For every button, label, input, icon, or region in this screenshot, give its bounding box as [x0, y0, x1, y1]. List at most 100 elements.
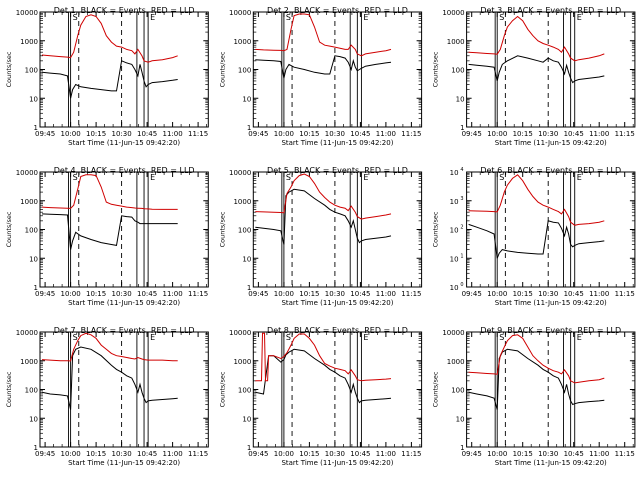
y-tick-label: 1	[460, 444, 464, 452]
interval-marker-label: E	[150, 173, 155, 182]
interval-marker-label: E	[150, 13, 155, 22]
x-tick-label: 10:30	[112, 290, 132, 298]
plot-frame	[466, 331, 636, 448]
x-tick-label: 09:45	[248, 130, 268, 138]
y-tick-label: 100	[238, 67, 251, 75]
x-tick-label: 11:00	[163, 450, 183, 458]
y-axis-label: Counts/sec	[218, 371, 226, 407]
x-tick-label: 11:00	[376, 450, 396, 458]
series-line-lld	[468, 15, 605, 62]
panel-title: Det 4, BLACK = Events, RED = LLD	[54, 166, 195, 175]
series-line-lld	[41, 332, 178, 362]
x-tick-label: 11:15	[615, 450, 635, 458]
y-tick-label: 100	[25, 227, 38, 235]
x-tick-label: 10:00	[487, 450, 507, 458]
plot-frame	[252, 11, 423, 128]
x-tick-label: 11:15	[188, 290, 208, 298]
y-tick-label: 100	[451, 387, 464, 395]
x-axis-label: Start Time (11-Jun-15 09:42:20)	[68, 139, 180, 147]
y-axis-label: Counts/sec	[218, 51, 226, 87]
panel-title: Det 6, BLACK = Events, RED = LLD	[480, 166, 621, 175]
x-tick-label: 10:15	[513, 130, 533, 138]
y-tick-label: 100	[238, 387, 251, 395]
y-tick-label: 10000	[16, 169, 38, 177]
detector-panel-9: Det 9, BLACK = Events, RED = LLD 1 10 100 10…	[432, 326, 636, 467]
x-tick-label: 10:30	[538, 450, 558, 458]
x-tick-label: 10:30	[325, 290, 345, 298]
x-tick-label: 11:00	[376, 290, 396, 298]
y-tick-label: 10	[242, 255, 251, 263]
y-tick-label: 100	[238, 227, 251, 235]
y-axis-label: Counts/sec	[5, 51, 13, 87]
interval-marker-label: E	[577, 13, 582, 22]
series-line-events	[255, 348, 392, 404]
y-tick-label: 10	[242, 415, 251, 423]
x-tick-label: 11:00	[589, 130, 609, 138]
x-axis-label: Start Time (11-Jun-15 09:42:20)	[68, 459, 180, 467]
detector-panel-1: Det 1, BLACK = Events, RED = LLD 1 10 100 10…	[5, 6, 209, 147]
series-line-events	[41, 60, 178, 99]
y-tick-exponent: 0	[460, 282, 463, 288]
y-tick-label: 1000	[20, 38, 38, 46]
y-tick-label: 10	[29, 415, 38, 423]
panel-title: Det 1, BLACK = Events, RED = LLD	[54, 6, 195, 15]
x-tick-label: 10:15	[299, 450, 319, 458]
series-line-lld	[255, 13, 392, 57]
x-tick-label: 10:15	[299, 130, 319, 138]
x-tick-label: 10:30	[112, 130, 132, 138]
y-axis-label: Counts/sec	[432, 51, 440, 87]
x-tick-label: 09:45	[35, 290, 55, 298]
x-tick-label: 10:30	[325, 130, 345, 138]
x-tick-label: 11:00	[589, 450, 609, 458]
y-axis-label: Counts/sec	[432, 211, 440, 247]
x-tick-label: 09:45	[248, 450, 268, 458]
x-tick-label: 11:00	[163, 290, 183, 298]
plot-frame	[39, 331, 209, 448]
interval-marker-label: S	[499, 13, 504, 22]
series-line-lld	[41, 14, 178, 63]
interval-marker-label: S	[286, 13, 291, 22]
y-tick-label: 10	[450, 169, 459, 177]
series-line-lld	[468, 174, 605, 226]
plot-frame	[466, 171, 636, 288]
x-tick-label: 10:45	[350, 130, 370, 138]
detector-panel-7: Det 7, BLACK = Events, RED = LLD 1 10 100 10…	[5, 326, 209, 467]
y-tick-label: 10000	[229, 329, 251, 337]
x-axis-label: Start Time (11-Jun-15 09:42:20)	[281, 299, 393, 307]
x-tick-label: 11:15	[401, 130, 421, 138]
y-tick-label: 1	[460, 124, 464, 132]
series-line-lld	[468, 334, 605, 384]
y-tick-label: 1000	[20, 198, 38, 206]
y-tick-label: 10000	[16, 329, 38, 337]
x-tick-label: 09:45	[462, 130, 482, 138]
interval-marker-label: E	[363, 333, 368, 342]
x-tick-label: 10:45	[564, 450, 584, 458]
series-line-events	[255, 55, 392, 79]
x-tick-label: 10:00	[61, 450, 81, 458]
y-tick-label: 1000	[447, 38, 465, 46]
interval-marker-label: S	[73, 173, 78, 182]
y-tick-label: 10000	[16, 9, 38, 17]
detector-panel-5: Det 5, BLACK = Events, RED = LLD 1 10 100 10…	[218, 166, 423, 307]
y-axis-label: Counts/sec	[218, 211, 226, 247]
y-tick-label: 10	[450, 227, 459, 235]
x-tick-label: 10:45	[350, 290, 370, 298]
interval-marker-label: S	[286, 333, 291, 342]
x-tick-label: 09:45	[462, 450, 482, 458]
x-axis-label: Start Time (11-Jun-15 09:42:20)	[495, 299, 607, 307]
interval-marker-label: E	[577, 173, 582, 182]
detector-panel-4: Det 4, BLACK = Events, RED = LLD 1 10 100 10…	[5, 166, 209, 307]
interval-marker-label: E	[363, 13, 368, 22]
y-tick-label: 10	[29, 255, 38, 263]
y-tick-label: 10	[242, 95, 251, 103]
x-axis-label: Start Time (11-Jun-15 09:42:20)	[281, 139, 393, 147]
plot-frame	[39, 171, 209, 288]
y-tick-label: 10	[29, 95, 38, 103]
series-line-events	[468, 348, 605, 410]
y-tick-label: 1	[247, 284, 251, 292]
x-tick-label: 10:30	[325, 450, 345, 458]
plot-frame	[252, 331, 423, 448]
interval-marker-label: S	[73, 333, 78, 342]
plot-frame	[466, 11, 636, 128]
